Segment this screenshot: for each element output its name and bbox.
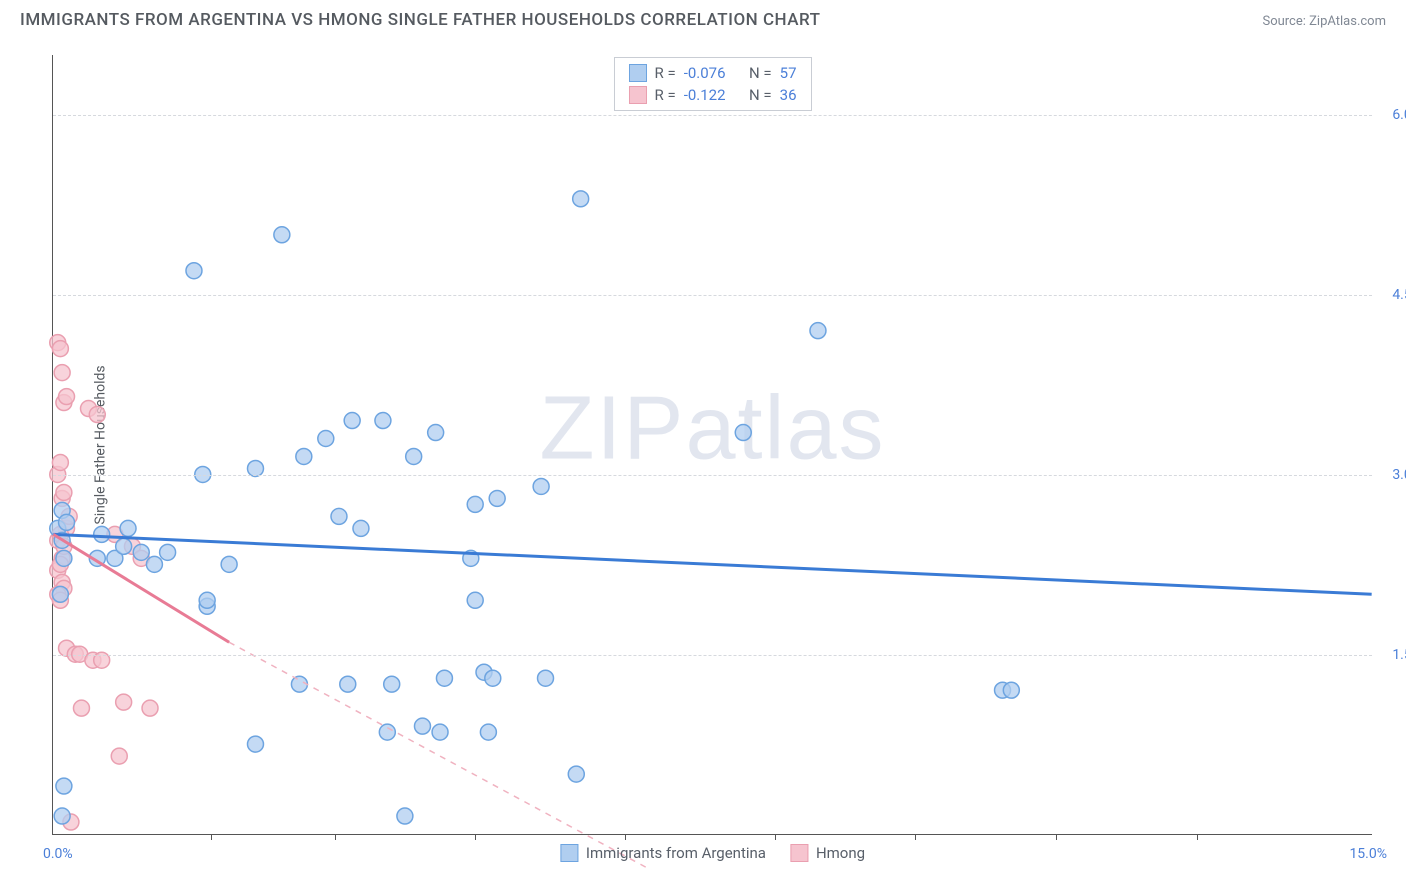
- data-point: [199, 592, 215, 608]
- plot-svg: [53, 55, 1372, 834]
- data-point: [318, 431, 334, 447]
- data-point: [573, 191, 589, 207]
- r-label: R =: [654, 64, 675, 82]
- legend-label-hmong: Hmong: [816, 844, 865, 862]
- x-tick: [775, 834, 776, 840]
- n-value: 36: [780, 86, 797, 104]
- data-point: [375, 413, 391, 429]
- data-point: [485, 670, 501, 686]
- data-point: [296, 448, 312, 464]
- grid-line: [53, 655, 1372, 656]
- data-point: [428, 425, 444, 441]
- n-label: N =: [749, 86, 772, 104]
- data-point: [331, 508, 347, 524]
- data-point: [480, 724, 496, 740]
- data-point: [160, 544, 176, 560]
- data-point: [221, 556, 237, 572]
- data-point: [133, 544, 149, 560]
- r-value: -0.076: [684, 64, 726, 82]
- data-point: [406, 448, 422, 464]
- data-point: [52, 454, 68, 470]
- x-tick: [335, 834, 336, 840]
- data-point: [384, 676, 400, 692]
- data-point: [379, 724, 395, 740]
- data-point: [344, 413, 360, 429]
- x-tick: [1197, 834, 1198, 840]
- data-point: [432, 724, 448, 740]
- legend-swatch-hmong: [628, 86, 646, 104]
- data-point: [568, 766, 584, 782]
- data-point: [1003, 682, 1019, 698]
- data-point: [489, 490, 505, 506]
- grid-line: [53, 475, 1372, 476]
- data-point: [467, 592, 483, 608]
- data-point: [94, 526, 110, 542]
- data-point: [467, 496, 483, 512]
- x-label-right: 15.0%: [1349, 846, 1387, 862]
- legend-bottom-argentina: Immigrants from Argentina: [560, 844, 766, 862]
- x-tick: [475, 834, 476, 840]
- data-point: [116, 538, 132, 554]
- chart-title: IMMIGRANTS FROM ARGENTINA VS HMONG SINGL…: [20, 10, 821, 30]
- data-point: [54, 365, 70, 381]
- legend-swatch-hmong-bottom: [790, 844, 808, 862]
- data-point: [89, 407, 105, 423]
- data-point: [59, 514, 75, 530]
- r-value: -0.122: [684, 86, 726, 104]
- legend-top-row-1: R = -0.076 N = 57: [628, 62, 796, 84]
- data-point: [59, 389, 75, 405]
- data-point: [56, 484, 72, 500]
- x-tick: [625, 834, 626, 840]
- legend-top-row-2: R = -0.122 N = 36: [628, 84, 796, 106]
- r-label: R =: [654, 86, 675, 104]
- data-point: [142, 700, 158, 716]
- data-point: [274, 227, 290, 243]
- y-tick-label: 3.0%: [1377, 467, 1406, 483]
- data-point: [353, 520, 369, 536]
- data-point: [52, 586, 68, 602]
- legend-top: R = -0.076 N = 57 R = -0.122 N = 36: [613, 57, 811, 111]
- data-point: [54, 808, 70, 824]
- data-point: [186, 263, 202, 279]
- data-point: [56, 550, 72, 566]
- y-tick-label: 1.5%: [1377, 647, 1406, 663]
- source-label: Source: ZipAtlas.com: [1262, 14, 1386, 29]
- legend-label-argentina: Immigrants from Argentina: [586, 844, 766, 862]
- data-point: [116, 694, 132, 710]
- n-label: N =: [749, 64, 772, 82]
- legend-bottom-hmong: Hmong: [790, 844, 865, 862]
- data-point: [73, 700, 89, 716]
- chart-area: Single Father Households ZIPatlas R = -0…: [52, 55, 1372, 835]
- data-point: [436, 670, 452, 686]
- x-tick: [915, 834, 916, 840]
- legend-swatch-argentina: [628, 64, 646, 82]
- data-point: [120, 520, 136, 536]
- legend-swatch-argentina-bottom: [560, 844, 578, 862]
- data-point: [533, 478, 549, 494]
- grid-line: [53, 115, 1372, 116]
- data-point: [538, 670, 554, 686]
- data-point: [735, 425, 751, 441]
- legend-bottom: Immigrants from Argentina Hmong: [560, 844, 865, 862]
- n-value: 57: [780, 64, 797, 82]
- x-tick: [1056, 834, 1057, 840]
- data-point: [52, 341, 68, 357]
- y-tick-label: 6.0%: [1377, 107, 1406, 123]
- x-tick: [211, 834, 212, 840]
- data-point: [291, 676, 307, 692]
- data-point: [810, 323, 826, 339]
- trend-line: [53, 534, 1371, 594]
- data-point: [414, 718, 430, 734]
- header: IMMIGRANTS FROM ARGENTINA VS HMONG SINGL…: [0, 0, 1406, 30]
- data-point: [111, 748, 127, 764]
- data-point: [397, 808, 413, 824]
- data-point: [146, 556, 162, 572]
- data-point: [247, 736, 263, 752]
- x-label-left: 0.0%: [43, 846, 73, 862]
- data-point: [56, 778, 72, 794]
- data-point: [340, 676, 356, 692]
- grid-line: [53, 295, 1372, 296]
- y-tick-label: 4.5%: [1377, 287, 1406, 303]
